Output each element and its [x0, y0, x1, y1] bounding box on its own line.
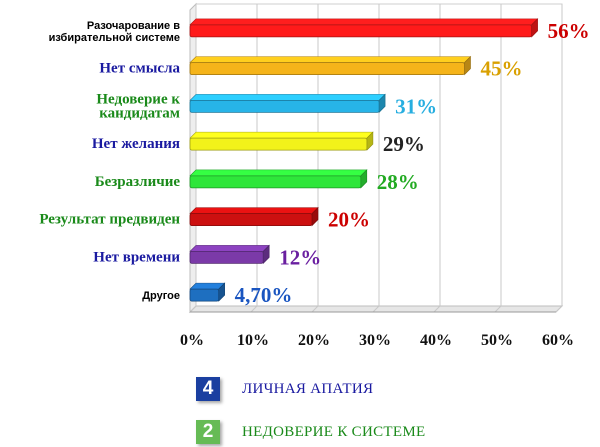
- category-label: Разочарование в избирательной системе: [49, 20, 181, 44]
- category-label: Результат предвиден: [39, 212, 180, 228]
- x-tick-label: 10%: [237, 332, 269, 349]
- x-tick-label: 40%: [420, 332, 452, 349]
- legend-number-badge: 4: [196, 377, 220, 401]
- gridline-floor: [372, 305, 380, 313]
- legend-number-badge: 2: [196, 420, 220, 444]
- x-tick-label: 20%: [298, 332, 330, 349]
- plot-side-wall: [189, 2, 197, 314]
- category-label: Другое: [142, 290, 180, 302]
- bar: [189, 99, 380, 113]
- x-tick-label: 50%: [481, 332, 513, 349]
- gridline-floor: [494, 305, 502, 313]
- bar-top-face: [189, 169, 368, 177]
- bar-top-face: [189, 245, 270, 252]
- category-label: Нет времени: [93, 249, 180, 265]
- bar: [189, 137, 368, 151]
- bar-top-face: [189, 18, 539, 26]
- category-label: Нет смысла: [99, 61, 180, 77]
- bar: [189, 175, 362, 189]
- data-label: 4,70%: [235, 283, 293, 307]
- data-label: 31%: [395, 94, 437, 118]
- data-label: 56%: [548, 19, 590, 43]
- x-tick-label: 60%: [542, 332, 574, 349]
- data-label: 20%: [328, 208, 370, 232]
- data-label: 12%: [279, 245, 321, 269]
- bar-top-face: [189, 207, 319, 214]
- gridline-floor: [311, 305, 319, 313]
- x-tick-label: 0%: [180, 332, 204, 349]
- legend-item-personal-apathy: 4 ЛИЧНАЯ АПАТИЯ: [196, 376, 373, 402]
- category-label: Нет желания: [92, 136, 180, 152]
- legend-label: ЛИЧНАЯ АПАТИЯ: [242, 380, 374, 397]
- bar: [189, 24, 533, 38]
- bar: [189, 62, 465, 76]
- data-label: 45%: [481, 57, 523, 81]
- x-tick-label: 30%: [359, 332, 391, 349]
- data-label: 28%: [377, 170, 419, 194]
- gridline-floor: [250, 305, 258, 313]
- bar: [189, 213, 313, 227]
- gridline-floor: [189, 305, 197, 313]
- legend-item-system-distrust: 2 НЕДОВЕРИЕ К СИСТЕМЕ: [196, 419, 425, 445]
- gridline-floor: [433, 305, 441, 313]
- bar-chart: 0% 10% 20% 30% 40% 50% 60% 56% Разочарование в из…: [39, 2, 590, 349]
- bar: [189, 250, 264, 264]
- gridline-floor: [555, 305, 563, 313]
- bar-top-face: [189, 56, 472, 63]
- category-label: Недоверие к кандидатам: [96, 91, 180, 121]
- data-label: 29%: [383, 132, 425, 156]
- category-label: Безразличие: [95, 174, 181, 190]
- bar: [189, 288, 220, 302]
- legend-label: НЕДОВЕРИЕ К СИСТЕМЕ: [242, 423, 426, 440]
- bar-top-face: [189, 94, 386, 101]
- bar-top-face: [189, 131, 374, 139]
